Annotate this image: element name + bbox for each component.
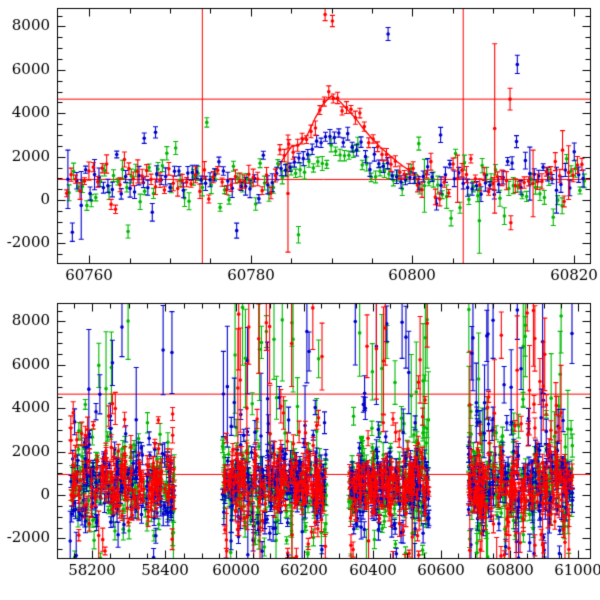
light-curve-figure [0,0,600,600]
light-curve-canvas [0,0,600,600]
